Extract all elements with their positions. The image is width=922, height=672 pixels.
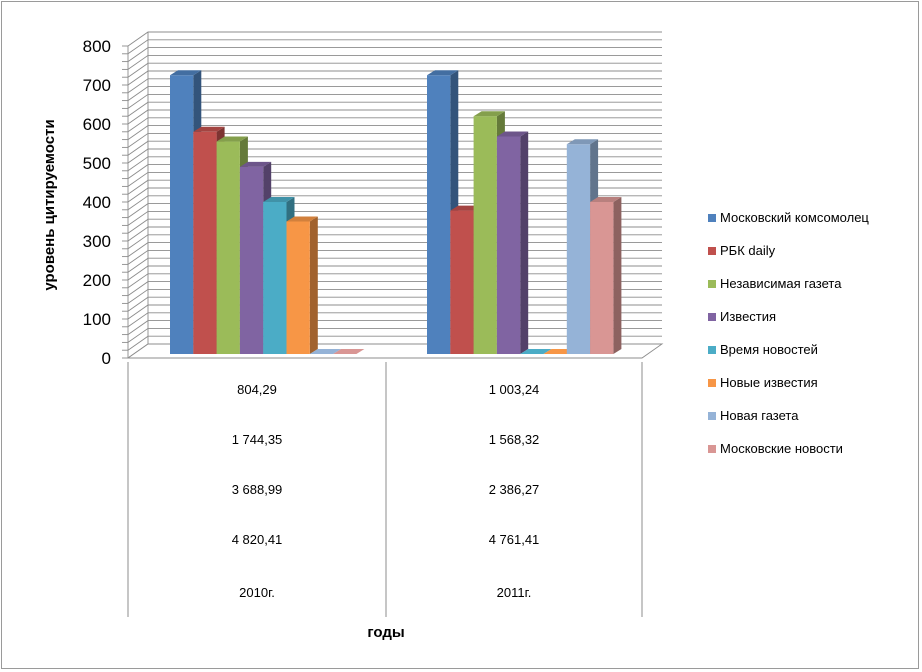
bar xyxy=(286,216,318,354)
legend-label: Московские новости xyxy=(720,441,843,456)
y-tick-label: 700 xyxy=(83,76,111,95)
legend-label: Новые известия xyxy=(720,375,818,390)
y-axis-label: уровень цитируемости xyxy=(41,119,58,290)
legend-item: Время новостей xyxy=(708,342,818,357)
y-axis-ticks: 0 100 200 300 400 500 600 700 800 xyxy=(83,37,111,368)
bar xyxy=(520,349,552,354)
bar xyxy=(333,349,365,354)
table-cell: 804,29 xyxy=(237,382,277,397)
bar xyxy=(309,349,342,354)
legend-label: Независимая газета xyxy=(720,276,842,291)
legend-item: Независимая газета xyxy=(708,276,842,291)
legend-swatch xyxy=(708,280,716,288)
legend-item: Московский комсомолец xyxy=(708,210,869,225)
y-tick-label: 600 xyxy=(83,115,111,134)
legend-swatch xyxy=(708,346,716,354)
table-cell: 4 820,41 xyxy=(232,532,283,547)
table-cell: 3 688,99 xyxy=(232,482,283,497)
legend-item: Новые известия xyxy=(708,375,818,390)
y-tick-label: 0 xyxy=(102,349,111,368)
legend-swatch xyxy=(708,313,716,321)
category-label: 2010г. xyxy=(239,585,275,600)
legend: Московский комсомолец РБК daily Независима… xyxy=(708,210,869,456)
y-tick-label: 500 xyxy=(83,154,111,173)
x-axis-label: годы xyxy=(367,624,404,641)
legend-label: РБК daily xyxy=(720,243,776,258)
y-tick-label: 300 xyxy=(83,232,111,251)
legend-label: Известия xyxy=(720,309,776,324)
legend-item: Московские новости xyxy=(708,441,843,456)
y-tick-label: 100 xyxy=(83,310,111,329)
legend-swatch xyxy=(708,247,716,255)
legend-item: РБК daily xyxy=(708,243,776,258)
category-label: 2011г. xyxy=(497,585,532,600)
bar xyxy=(590,197,622,354)
bar xyxy=(496,131,529,354)
legend-label: Московский комсомолец xyxy=(720,210,869,225)
legend-item: Новая газета xyxy=(708,408,799,423)
legend-swatch xyxy=(708,412,716,420)
table-cell: 1 003,24 xyxy=(489,382,540,397)
data-table: 804,29 1 003,24 1 744,35 1 568,32 3 688,99 2 … xyxy=(127,362,643,617)
bars xyxy=(170,70,622,354)
table-cell: 2 386,27 xyxy=(489,482,540,497)
legend-label: Время новостей xyxy=(720,342,818,357)
legend-swatch xyxy=(708,214,716,222)
legend-swatch xyxy=(708,445,716,453)
legend-swatch xyxy=(708,379,716,387)
legend-label: Новая газета xyxy=(720,408,799,423)
table-cell: 4 761,41 xyxy=(489,532,540,547)
legend-item: Известия xyxy=(708,309,776,324)
y-tick-label: 200 xyxy=(83,271,111,290)
y-tick-label: 800 xyxy=(83,37,111,56)
y-tick-label: 400 xyxy=(83,193,111,212)
table-cell: 1 744,35 xyxy=(232,432,283,447)
table-cell: 1 568,32 xyxy=(489,432,540,447)
